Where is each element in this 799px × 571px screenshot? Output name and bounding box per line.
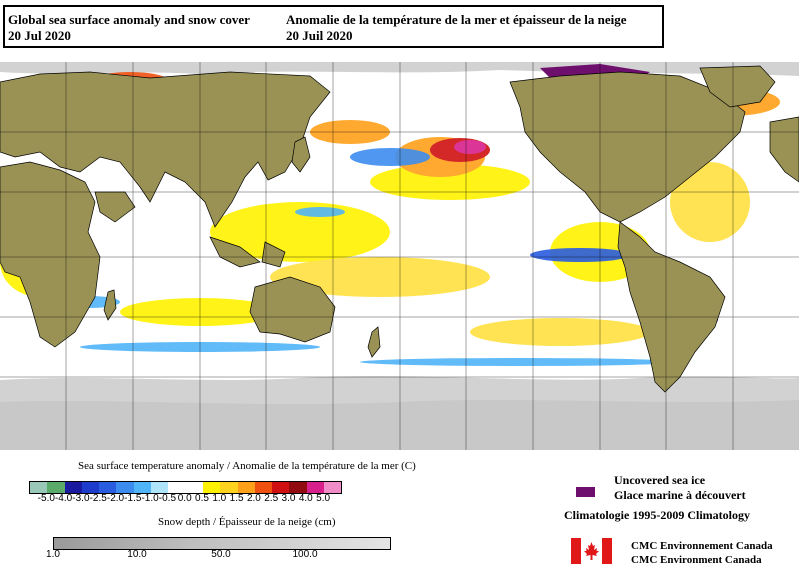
sst-tick-label: 5.0 [316, 493, 331, 504]
map-svg [0, 62, 799, 450]
title-box [3, 5, 664, 48]
sst-color-swatch [202, 482, 221, 493]
sst-tick-label: -2.0 [106, 493, 125, 504]
sst-tick-label: -1.0 [141, 493, 159, 504]
sst-tick-label: 4.0 [298, 493, 313, 504]
sst-tick-label: -4.0 [54, 493, 73, 504]
title-english: Global sea surface anomaly and snow cove… [8, 12, 250, 27]
land [0, 65, 799, 393]
sst-color-swatch [237, 482, 255, 493]
sst-color-swatch [220, 482, 238, 493]
sst-tick-label: 3.0 [281, 493, 296, 504]
ice-label-fr: Glace marine à découvert [614, 488, 746, 502]
sst-tick-label: -1.5 [124, 493, 142, 504]
sst-color-swatch [133, 482, 152, 493]
date-french: 20 Juil 2020 [286, 28, 353, 43]
date-english: 20 Jul 2020 [8, 28, 71, 43]
credit-en: CMC Environment Canada [631, 554, 762, 566]
sst-color-swatch [168, 482, 186, 493]
sst-tick-label: 2.5 [264, 493, 279, 504]
sst-tick-label: -5.0 [37, 493, 55, 504]
sst-color-swatch [116, 482, 134, 493]
climatology-label: Climatologie 1995-2009 Climatology [564, 508, 750, 522]
sst-tick-label: 0.0 [177, 493, 192, 504]
sst-tick-label: 1.5 [229, 493, 244, 504]
ice-label-en: Uncovered sea ice [614, 473, 706, 487]
sea-ice-swatch [576, 487, 595, 497]
snow-legend-title: Snow depth / Épaisseur de la neige (cm) [158, 516, 336, 528]
sst-color-swatch [151, 482, 169, 493]
sst-tick-label: -2.5 [89, 493, 107, 504]
sst-color-swatch [289, 482, 307, 493]
sst-tick-label: 0.5 [195, 493, 209, 504]
sst-color-swatch [47, 482, 65, 493]
snow-tick: 1.0 [46, 549, 60, 560]
antarctica [0, 400, 799, 450]
sst-tick-label: 1.0 [212, 493, 227, 504]
title-french: Anomalie de la température de la mer et … [286, 12, 627, 27]
sst-color-swatch [99, 482, 117, 493]
canada-flag-icon [571, 538, 612, 564]
sst-tick-label: -0.5 [158, 493, 177, 504]
world-map [0, 62, 799, 450]
sst-color-swatch [324, 482, 342, 493]
snow-colorbar [53, 537, 391, 550]
sst-colorbar [29, 481, 343, 494]
sst-color-swatch [30, 482, 48, 493]
snow-tick: 100.0 [292, 549, 318, 560]
sst-color-swatch [185, 482, 203, 493]
sst-tick-label: 2.0 [246, 493, 261, 504]
graticule [0, 62, 799, 450]
snow-tick: 10.0 [127, 549, 147, 560]
sst-tick-label: -3.0 [72, 493, 90, 504]
sst-color-swatch [64, 482, 82, 493]
sst-color-swatch [254, 482, 273, 493]
credit-fr: CMC Environnement Canada [631, 540, 773, 552]
sst-legend-title: Sea surface temperature anomaly / Anomal… [78, 460, 416, 472]
snow-tick: 50.0 [211, 549, 231, 560]
sst-color-swatch [272, 482, 290, 493]
sst-color-swatch [81, 482, 100, 493]
sst-color-swatch [306, 482, 325, 493]
